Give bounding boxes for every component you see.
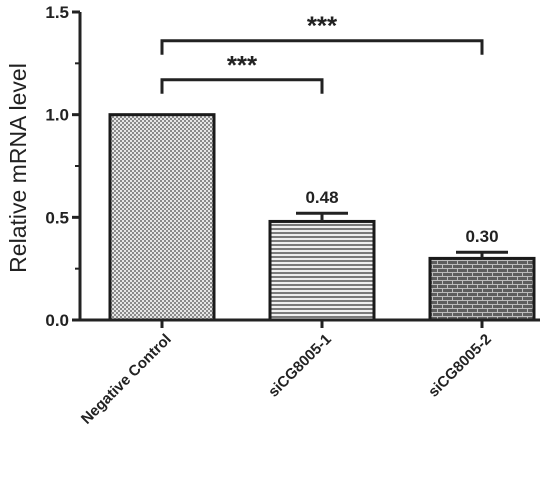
category-label: siCG8005-2 [425,331,495,401]
y-tick-label: 0.0 [45,311,69,330]
significance-label: *** [307,11,338,41]
category-labels: Negative Control siCG8005-1 siCG8005-2 [78,318,540,428]
bar-1 [108,113,216,322]
value-label: 0.48 [305,188,338,207]
bar-3 [428,256,536,322]
value-labels: 0.48 0.30 [305,188,498,246]
value-label: 0.30 [465,227,498,246]
category-label: Negative Control [78,331,175,428]
significance-bracket [160,39,484,55]
y-axis-label: Relative mRNA level [5,63,31,273]
y-tick-label: 0.5 [45,208,69,227]
bars [108,113,536,322]
significance-label: *** [227,50,258,80]
bar-2 [268,219,376,322]
y-tick-label: 1.0 [45,106,69,125]
y-tick-label: 1.5 [45,3,69,22]
category-label: siCG8005-1 [265,331,335,401]
y-axis: 0.0 0.5 1.0 1.5 [45,3,82,330]
significance-brackets: *** *** [160,11,484,94]
significance-bracket [160,78,324,94]
